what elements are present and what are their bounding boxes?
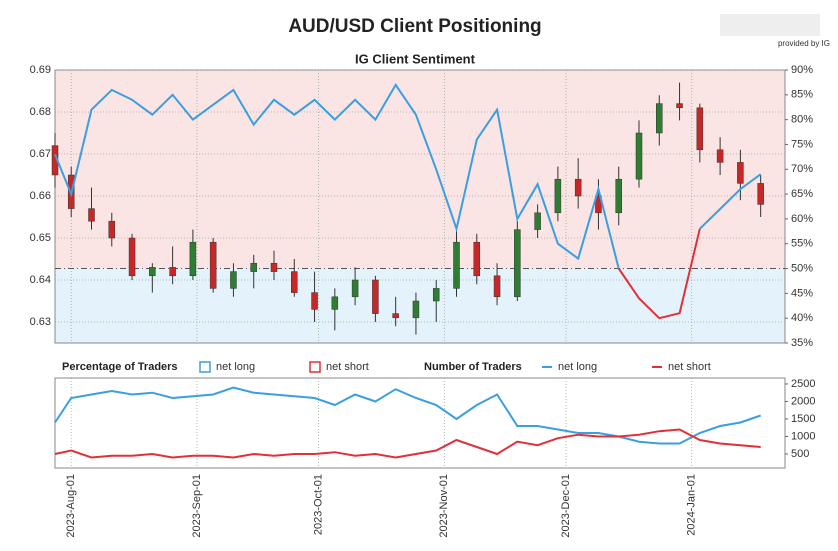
plot-frame	[54, 377, 786, 469]
candle-body	[554, 178, 562, 214]
logo-placeholder	[720, 14, 820, 36]
candle-body	[250, 262, 257, 272]
bg-upper	[55, 70, 785, 269]
candle-body	[331, 296, 339, 310]
candle-body	[108, 220, 116, 239]
chart-title: AUD/USD Client Positioning	[288, 16, 541, 37]
x-tick-label: 2024-Jan-01	[686, 474, 698, 536]
candle-body	[432, 288, 440, 302]
legend-label: net short	[668, 361, 711, 373]
candle-body	[372, 279, 379, 314]
candle-body	[291, 271, 298, 293]
candle-body	[149, 267, 156, 277]
y-tick-label: 0.64	[30, 274, 51, 286]
y-tick-label: 2500	[791, 378, 815, 390]
candle-body	[412, 300, 420, 319]
x-tick-label: 2023-Oct-01	[313, 474, 325, 535]
candle-body	[574, 178, 582, 197]
y-tick-label: 2000	[791, 395, 815, 407]
series-line	[617, 228, 701, 320]
x-tick-label: 2023-Aug-01	[65, 474, 77, 538]
y2-tick-label: 70%	[791, 163, 813, 175]
y-tick-label: 0.69	[30, 64, 51, 76]
candle-body	[189, 241, 197, 277]
series-line	[54, 83, 762, 269]
y-tick-label: 0.68	[30, 106, 51, 118]
candle-body	[757, 183, 764, 205]
y-tick-label: 0.65	[30, 232, 51, 244]
y2-tick-label: 60%	[791, 213, 813, 225]
x-tick-label: 2023-Dec-01	[560, 474, 572, 538]
y2-tick-label: 85%	[791, 89, 813, 101]
plot-frame	[54, 69, 786, 344]
y2-tick-label: 90%	[791, 64, 813, 76]
candle-body	[615, 178, 622, 214]
x-tick-label: 2023-Sep-01	[191, 474, 203, 538]
candle-body	[473, 241, 481, 277]
y2-tick-label: 45%	[791, 287, 813, 299]
candle-body	[737, 162, 744, 184]
candle-body	[514, 229, 521, 298]
y-tick-label: 0.66	[30, 190, 51, 202]
legend-title: Number of Traders	[424, 361, 522, 373]
candle-body	[716, 149, 724, 163]
branding: provided by IG	[778, 39, 830, 48]
y-tick-label: 1000	[791, 430, 815, 442]
candle-body	[656, 103, 663, 134]
y-tick-label: 500	[791, 448, 809, 460]
candle-body	[453, 241, 460, 289]
y2-tick-label: 75%	[791, 138, 813, 150]
legend-swatch	[309, 361, 321, 373]
candle-body	[270, 262, 278, 272]
candle-body	[534, 212, 541, 230]
legend-label: net short	[326, 361, 369, 373]
candle-body	[635, 132, 643, 180]
y-tick-label: 1500	[791, 413, 815, 425]
y-tick-label: 0.67	[30, 148, 51, 160]
y-tick-label: 0.63	[30, 316, 51, 328]
y2-tick-label: 80%	[791, 114, 813, 126]
candle-body	[209, 241, 217, 289]
candle-body	[392, 313, 399, 319]
y2-tick-label: 65%	[791, 188, 813, 200]
candle-body	[676, 103, 683, 109]
candle-body	[230, 271, 237, 289]
candle-body	[311, 292, 318, 310]
candle-body	[493, 275, 501, 298]
x-tick-label: 2023-Nov-01	[438, 474, 450, 538]
candle-body	[696, 107, 704, 151]
candle-body	[169, 267, 176, 277]
y2-tick-label: 50%	[791, 262, 813, 274]
series-line	[54, 428, 761, 459]
candle-body	[128, 237, 136, 277]
candle-body	[88, 208, 95, 222]
bg-lower	[55, 268, 785, 343]
y2-tick-label: 55%	[791, 238, 813, 250]
y2-tick-label: 35%	[791, 337, 813, 349]
series-line	[54, 386, 762, 445]
legend-label: net long	[216, 361, 255, 373]
chart-subtitle: IG Client Sentiment	[355, 51, 476, 66]
candle-body	[351, 279, 359, 298]
legend-swatch	[199, 361, 211, 373]
legend-title: Percentage of Traders	[62, 361, 178, 373]
y2-tick-label: 40%	[791, 312, 813, 324]
legend-label: net long	[558, 361, 597, 373]
